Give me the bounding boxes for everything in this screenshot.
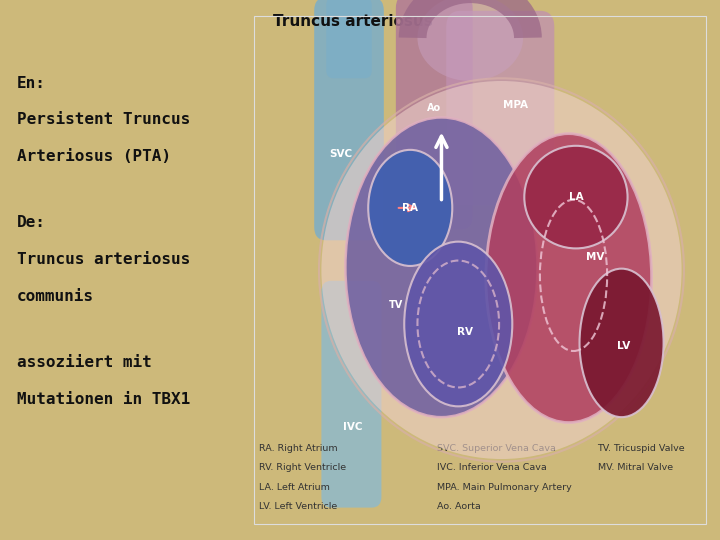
Text: LA: LA [569,192,583,202]
Text: MV: MV [586,252,604,261]
Text: Ao: Ao [427,103,441,113]
Text: IVC: IVC [343,422,362,431]
Ellipse shape [404,241,513,406]
Text: LA. Left Atrium: LA. Left Atrium [259,483,330,492]
FancyBboxPatch shape [396,0,472,230]
Text: SVC. Superior Vena Cava: SVC. Superior Vena Cava [436,444,556,453]
FancyBboxPatch shape [321,281,382,508]
Text: RV: RV [457,327,474,337]
Text: assoziiert mit: assoziiert mit [17,355,151,370]
Text: Truncus arteriosus: Truncus arteriosus [17,252,190,267]
Text: RV. Right Ventricle: RV. Right Ventricle [259,463,346,472]
Text: Truncus arteriosus: Truncus arteriosus [274,14,433,29]
Text: TV: TV [389,300,403,310]
Text: RA. Right Atrium: RA. Right Atrium [259,444,338,453]
Ellipse shape [418,0,523,81]
Text: MV. Mitral Valve: MV. Mitral Valve [598,463,672,472]
Text: MPA: MPA [503,100,528,110]
Text: Arteriosus (PTA): Arteriosus (PTA) [17,149,171,164]
Text: LV. Left Ventricle: LV. Left Ventricle [259,502,337,511]
Text: IVC. Inferior Vena Cava: IVC. Inferior Vena Cava [436,463,546,472]
Ellipse shape [368,150,452,266]
Text: Persistent Truncus: Persistent Truncus [17,112,190,127]
Text: Mutationen in TBX1: Mutationen in TBX1 [17,392,190,407]
Text: En:: En: [17,76,45,91]
Text: TV. Tricuspid Valve: TV. Tricuspid Valve [598,444,685,453]
Text: LV: LV [617,341,631,350]
Ellipse shape [580,268,664,417]
Ellipse shape [346,117,538,417]
Ellipse shape [486,133,652,423]
Text: SVC: SVC [329,149,352,159]
Text: RA: RA [402,203,418,213]
FancyBboxPatch shape [314,0,384,240]
Text: communis: communis [17,289,94,304]
Text: Ao. Aorta: Ao. Aorta [436,502,480,511]
FancyBboxPatch shape [326,0,372,78]
Text: De:: De: [17,215,45,231]
Ellipse shape [321,81,682,459]
FancyBboxPatch shape [446,11,554,205]
Text: MPA. Main Pulmonary Artery: MPA. Main Pulmonary Artery [436,483,572,492]
Ellipse shape [524,146,628,248]
